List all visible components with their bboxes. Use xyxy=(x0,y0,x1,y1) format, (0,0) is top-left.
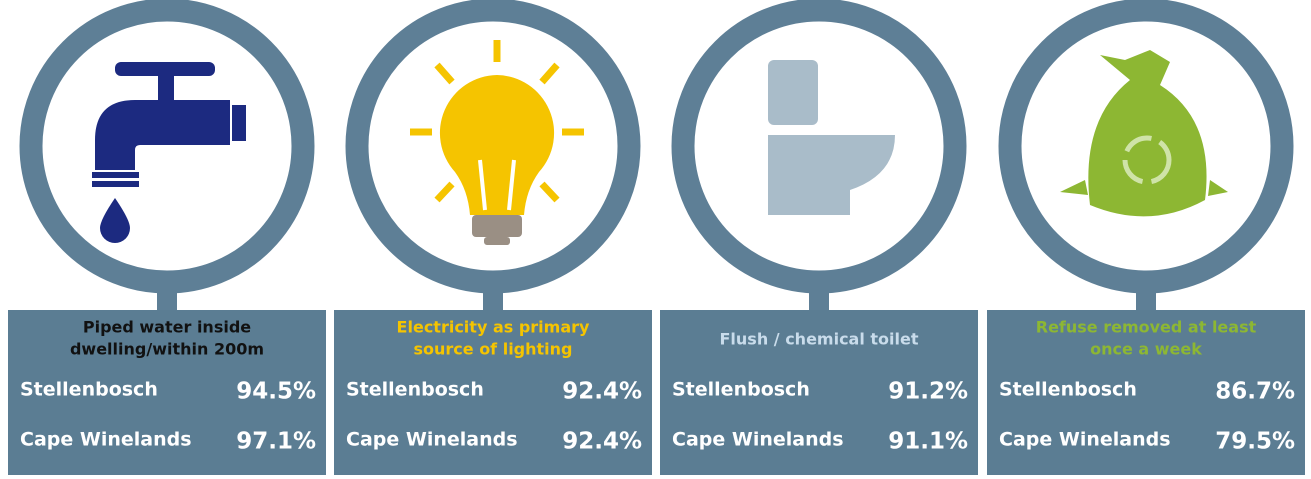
panel-title: source of lighting xyxy=(413,340,572,359)
panel-title: Flush / chemical toilet xyxy=(719,330,918,349)
stem xyxy=(483,280,503,312)
bulb-icon xyxy=(410,40,584,245)
ring xyxy=(19,0,315,294)
panel-title: once a week xyxy=(1090,340,1202,359)
panel-box xyxy=(660,310,978,475)
panel-title: Electricity as primary xyxy=(397,318,590,337)
toilet-icon xyxy=(768,60,895,215)
panel-title: Piped water inside xyxy=(83,318,251,337)
row-value: 97.1% xyxy=(236,429,316,455)
tap-icon xyxy=(92,62,246,243)
row-value: 92.4% xyxy=(562,429,642,455)
row-value: 94.5% xyxy=(236,379,316,405)
panel-box xyxy=(334,310,652,475)
panel-title: Refuse removed at least xyxy=(1036,318,1257,337)
row-name: Stellenbosch xyxy=(672,379,810,401)
row-name: Stellenbosch xyxy=(20,379,158,401)
row-name: Stellenbosch xyxy=(999,379,1137,401)
panel-box xyxy=(987,310,1305,475)
stem xyxy=(157,280,177,312)
row-name: Cape Winelands xyxy=(999,429,1171,451)
row-name: Cape Winelands xyxy=(346,429,518,451)
panel-title: dwelling/within 200m xyxy=(70,340,264,359)
frames xyxy=(8,0,1305,475)
stem xyxy=(809,280,829,312)
row-value: 92.4% xyxy=(562,379,642,405)
row-name: Stellenbosch xyxy=(346,379,484,401)
stem xyxy=(1136,280,1156,312)
panel-box xyxy=(8,310,326,475)
row-value: 79.5% xyxy=(1215,429,1295,455)
row-value: 91.1% xyxy=(888,429,968,455)
row-value: 91.2% xyxy=(888,379,968,405)
row-name: Cape Winelands xyxy=(672,429,844,451)
row-name: Cape Winelands xyxy=(20,429,192,451)
bag-icon xyxy=(1060,50,1228,217)
row-value: 86.7% xyxy=(1215,379,1295,405)
